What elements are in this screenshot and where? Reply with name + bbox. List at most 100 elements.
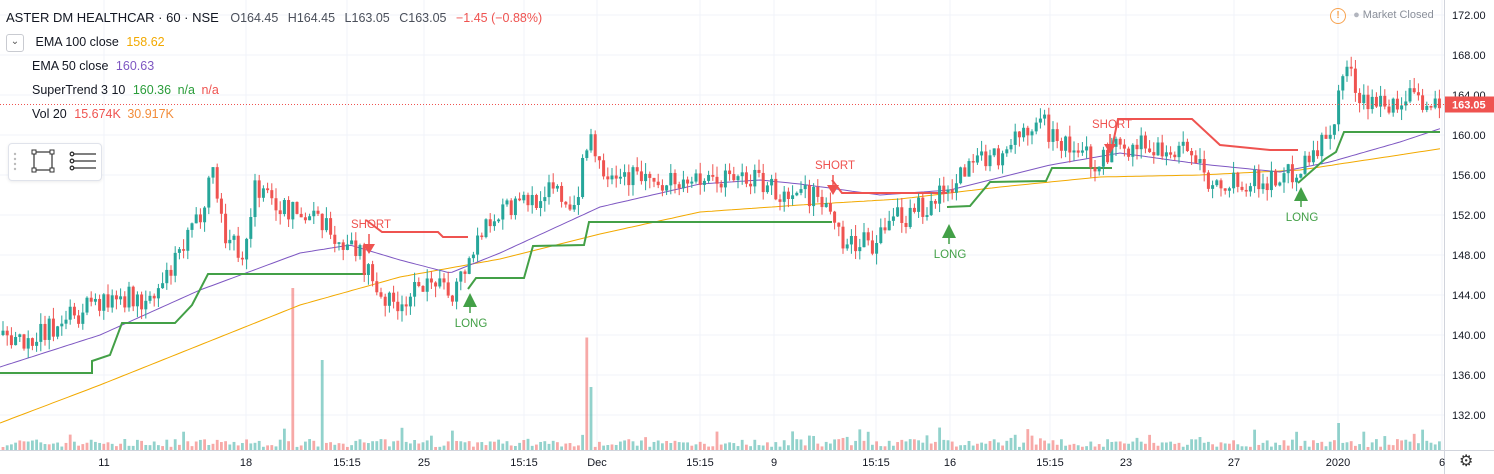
candle-body (1362, 94, 1366, 104)
volume-bar (400, 427, 404, 450)
candle-body (98, 298, 102, 311)
volume-bar (241, 443, 244, 450)
volume-bar (774, 442, 778, 450)
volume-bar (1211, 444, 1214, 450)
volume-bar (1400, 440, 1403, 450)
volume-bar (887, 440, 891, 450)
candle-body (1131, 144, 1135, 157)
candle-body (1278, 182, 1282, 186)
volume-bar (585, 337, 589, 450)
volume-bar (1068, 444, 1072, 450)
candle-body (194, 214, 198, 224)
volume-bar (320, 360, 324, 450)
volume-bar (1114, 441, 1118, 450)
volume-bar (1232, 440, 1235, 450)
candle-body (354, 240, 358, 257)
gear-icon[interactable]: ⚙ (1459, 453, 1474, 470)
volume-bar (736, 446, 740, 450)
candle-body (1341, 76, 1345, 91)
candle-body (442, 278, 446, 283)
candle-body (459, 271, 463, 282)
candle-body (1148, 148, 1152, 153)
indicator-volume[interactable]: Vol 20 15.674K 30.917K (6, 102, 542, 126)
volume-bar (913, 439, 916, 450)
candle-body (358, 245, 362, 257)
volume-bar (766, 442, 769, 450)
candle-body (1101, 149, 1105, 167)
candle-body (816, 186, 820, 197)
volume-bar (963, 445, 967, 450)
volume-bar (724, 443, 727, 450)
x-tick-label: 6 (1439, 457, 1445, 469)
candle-body (505, 200, 509, 205)
volume-bar (413, 440, 416, 450)
candle-body (190, 223, 194, 230)
volume-bar (1354, 445, 1357, 450)
candle-body (959, 167, 963, 184)
candle-body (425, 278, 429, 292)
chevron-down-icon[interactable]: ⌄ (6, 33, 24, 52)
volume-bar (409, 443, 412, 450)
volume-bar (967, 440, 971, 450)
volume-bar (152, 441, 156, 450)
candle-body (1022, 127, 1026, 138)
supertrend-value: 160.36 (132, 83, 172, 97)
volume-bar (526, 438, 530, 450)
candle-body (295, 201, 299, 214)
volume-bar (262, 446, 265, 450)
volume-bar (955, 446, 958, 450)
candle-body (1160, 142, 1164, 157)
candle-body (471, 254, 475, 259)
volume-bar (31, 440, 34, 450)
candle-body (236, 235, 240, 258)
volume-bar (1144, 443, 1147, 450)
candle-body (1295, 177, 1299, 183)
rectangle-tool-icon[interactable] (31, 149, 55, 173)
volume-bar (946, 440, 950, 450)
candle-body (43, 323, 47, 340)
indicator-supertrend[interactable]: SuperTrend 3 10 160.36 n/a n/a (6, 78, 542, 102)
volume-bar (1387, 444, 1391, 450)
candle-body (782, 191, 786, 202)
volume-bar (694, 444, 698, 450)
volume-bar (1236, 444, 1240, 450)
lines-tool-icon[interactable] (69, 151, 96, 171)
volume-bar (686, 442, 689, 450)
candle-body (812, 186, 816, 207)
volume-bar (997, 442, 1000, 450)
candle-body (908, 207, 912, 227)
volume-value: 15.674K (74, 107, 121, 121)
volume-bar (854, 440, 857, 450)
volume-bar (127, 445, 131, 450)
indicator-ema100[interactable]: ⌄ EMA 100 close 158.62 (6, 30, 542, 54)
volume-bar (1001, 445, 1004, 450)
candle-body (51, 318, 55, 337)
candle-body (253, 180, 257, 218)
volume-bar (341, 443, 345, 450)
candle-body (68, 306, 72, 320)
candle-body (434, 282, 438, 287)
candle-body (312, 210, 316, 217)
candle-body (719, 183, 723, 188)
candle-body (753, 169, 757, 187)
candle-body (371, 264, 375, 282)
volume-bar (81, 444, 85, 450)
candle-body (849, 235, 853, 245)
drag-handle-icon[interactable] (13, 152, 17, 171)
volume-bar (1089, 441, 1093, 450)
volume-bar (1253, 429, 1256, 450)
volume-bar (665, 440, 668, 450)
volume-bar (430, 435, 433, 450)
volume-bar (816, 443, 820, 450)
chart-legend: ASTER DM HEALTHCAR · 60 · NSE O164.45 H1… (6, 6, 542, 126)
volume-bar (1337, 423, 1340, 450)
supertrend-extra2: n/a (201, 83, 219, 97)
candle-body (1009, 144, 1013, 150)
candle-body (1374, 96, 1378, 107)
candle-body (1185, 141, 1189, 152)
indicator-ema50[interactable]: EMA 50 close 160.63 (6, 54, 542, 78)
volume-bar (472, 446, 475, 450)
candle-body (266, 188, 270, 191)
candle-body (1353, 68, 1357, 93)
